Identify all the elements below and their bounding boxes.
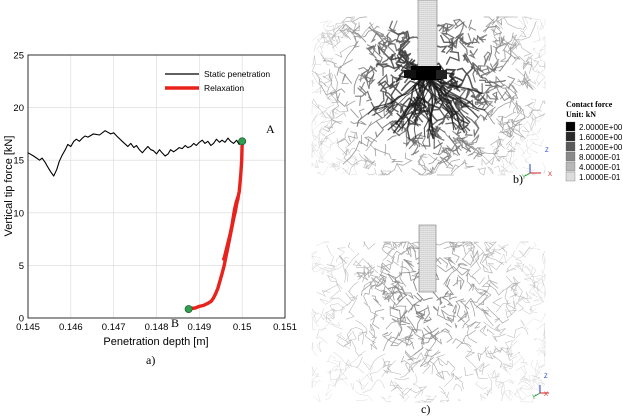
y-tick-label: 10 <box>13 208 24 219</box>
x-tick-label: 0.145 <box>16 322 40 333</box>
scale-swatch <box>565 161 576 172</box>
panel-label-a: a) <box>146 353 155 367</box>
scale-label: 8.0000E-01 <box>579 153 621 162</box>
y-tick-label: 25 <box>13 51 24 62</box>
x-tick-label: 0.149 <box>187 322 211 333</box>
scale-label: 4.0000E-01 <box>579 163 621 172</box>
scale-swatch <box>565 171 576 182</box>
y-tick-label: 0 <box>19 314 24 325</box>
scale-label: 1.6000E+00 <box>579 133 623 142</box>
legend-label-static: Static penetration <box>204 69 270 79</box>
marker-layer <box>184 137 247 314</box>
panel-label-b: b) <box>513 172 523 186</box>
scale-title: Contact force <box>566 100 613 109</box>
force-depth-chart: 0 5 10 15 20 25 0.145 0.146 0.147 0.148 0.149 0.15… <box>3 51 297 368</box>
contact-force-scale: Contact force Unit: kN 2.0000E+001.6000E… <box>565 100 623 182</box>
scale-label: 1.0000E-01 <box>579 173 621 182</box>
contact-force-field-b: b) Z X Y <box>311 0 552 186</box>
plot-frame <box>27 54 286 319</box>
panel-label-c: c) <box>421 402 430 416</box>
y-tick-label: 15 <box>13 156 24 167</box>
axis-triad-c: Z X Y <box>532 374 549 401</box>
legend-label-relaxation: Relaxation <box>204 83 244 93</box>
marker-point-b <box>184 305 193 314</box>
series-line-static-penetration <box>27 130 243 177</box>
triad-x-label: X <box>544 392 548 398</box>
pile-shaft-b <box>417 0 438 69</box>
x-tick-label: 0.146 <box>59 322 83 333</box>
triad-z-label: Z <box>544 374 548 380</box>
y-tick-label: 5 <box>19 261 24 272</box>
legend: Static penetration Relaxation <box>165 69 270 93</box>
triad-z-label: Z <box>545 148 549 154</box>
triad-y-label: Y <box>532 395 536 401</box>
scale-label: 2.0000E+00 <box>579 123 623 132</box>
y-tick-label: 20 <box>13 103 24 114</box>
marker-label-b: B <box>171 316 179 330</box>
scale-label: 1.2000E+00 <box>579 143 623 152</box>
scale-unit: Unit: kN <box>566 110 596 119</box>
scale-swatch <box>565 151 576 162</box>
axis-triad-b: Z X Y <box>522 148 552 181</box>
scale-rows: 2.0000E+001.6000E+001.2000E+008.0000E-01… <box>565 121 623 182</box>
pile-tip-contact-cluster <box>404 66 447 80</box>
x-tick-label: 0.15 <box>233 322 252 333</box>
x-tick-label: 0.151 <box>273 322 297 333</box>
x-axis-label: Penetration depth [m] <box>103 336 208 348</box>
scale-swatch <box>565 131 576 142</box>
series-line-relaxation <box>186 139 244 311</box>
y-axis-label: Vertical tip force [kN] <box>3 136 15 237</box>
scale-swatch <box>565 121 576 132</box>
y-tick-labels: 0 5 10 15 20 25 <box>13 51 24 325</box>
x-tick-label: 0.147 <box>102 322 126 333</box>
pile-shaft-c <box>418 224 437 293</box>
triad-x-label: X <box>548 172 552 178</box>
series-layer <box>27 130 244 311</box>
triad-y-label: Y <box>522 175 526 181</box>
contact-force-field-c: c) Z X Y <box>311 224 549 416</box>
x-tick-label: 0.148 <box>145 322 169 333</box>
x-tick-labels: 0.145 0.146 0.147 0.148 0.149 0.15 0.151 <box>16 322 297 333</box>
marker-label-a: A <box>266 122 275 136</box>
marker-point-a <box>238 137 247 146</box>
scale-swatch <box>565 141 576 152</box>
